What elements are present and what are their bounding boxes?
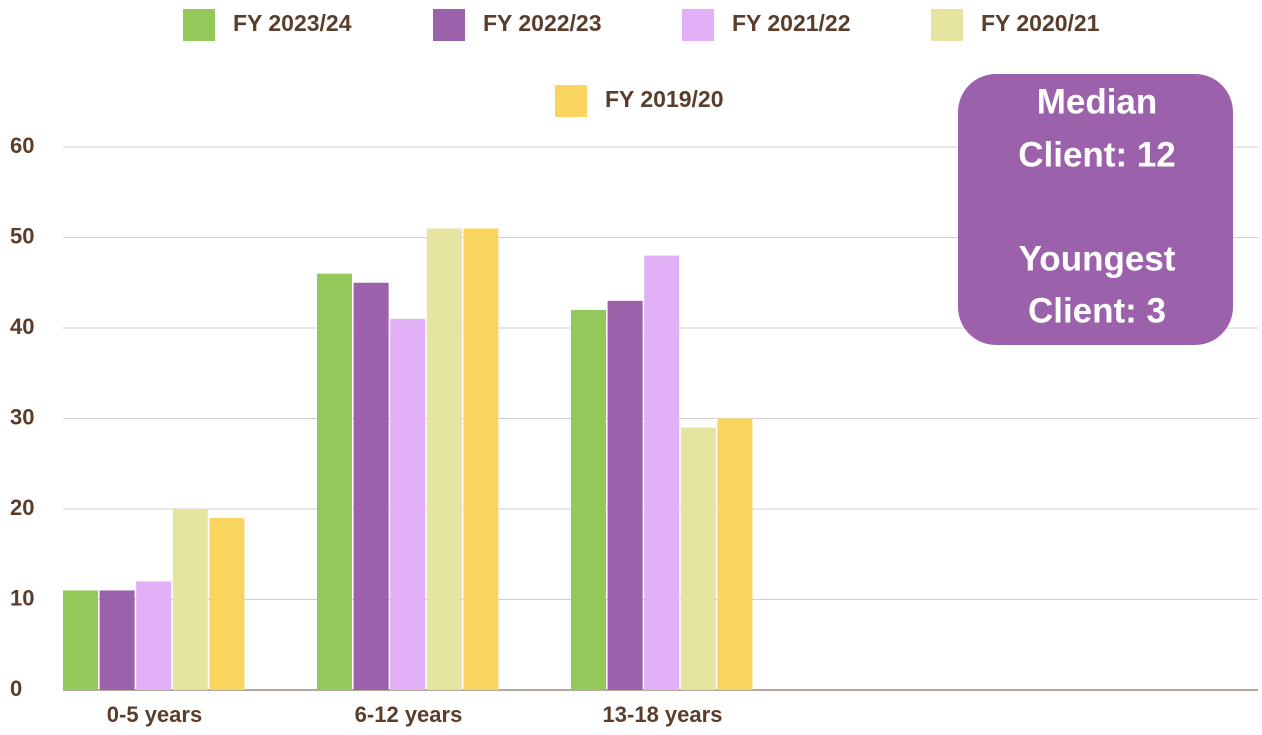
x-tick-label: 0-5 years [107,702,202,727]
legend-label: FY 2023/24 [233,10,352,36]
legend-label: FY 2021/22 [732,10,851,36]
legend-swatch [183,9,215,41]
legend-label: FY 2019/20 [605,86,724,112]
bar [136,581,172,690]
legend-swatch [682,9,714,41]
bar [99,590,135,690]
annotation-box [958,74,1233,345]
annotation-text: Client: 12 [1018,135,1176,174]
bar [571,309,606,690]
bar [353,282,389,690]
y-tick-label: 60 [10,133,34,158]
bar [680,427,716,690]
y-tick-label: 30 [10,404,34,429]
legend-swatch [931,9,963,41]
x-tick-label: 13-18 years [603,702,723,727]
y-tick-label: 40 [10,314,34,339]
bar [317,273,352,690]
y-tick-label: 20 [10,495,34,520]
bar [172,509,208,690]
bar [209,518,245,690]
x-tick-label: 6-12 years [355,702,463,727]
annotation-text: Youngest [1019,239,1176,278]
y-tick-label: 10 [10,585,34,610]
annotation-text: Median [1037,82,1158,121]
bar [63,590,98,690]
bar [426,228,462,690]
bar [607,300,643,690]
legend-label: FY 2022/23 [483,10,602,36]
bar [463,228,499,690]
bar [717,418,753,690]
annotation-text: Client: 3 [1028,291,1166,330]
y-tick-label: 0 [10,676,22,701]
legend-swatch [555,85,587,117]
bar [390,318,426,690]
legend-label: FY 2020/21 [981,10,1100,36]
bar [644,255,680,690]
y-tick-label: 50 [10,223,34,248]
legend-swatch [433,9,465,41]
